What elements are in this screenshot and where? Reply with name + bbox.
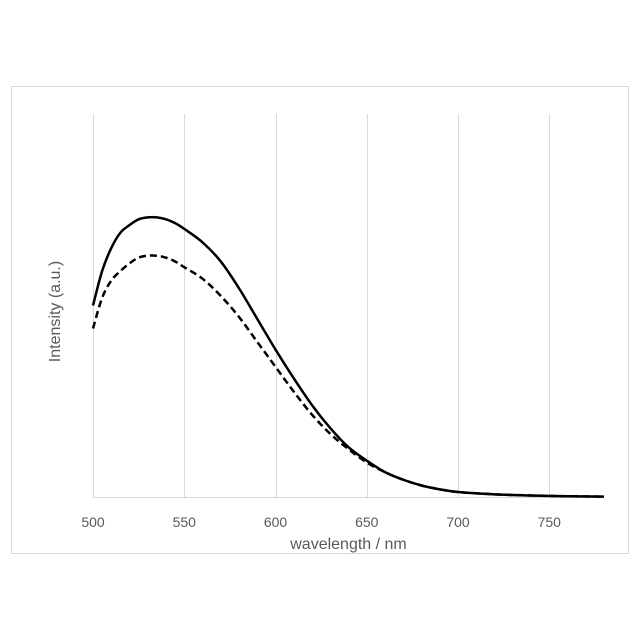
x-tick-label: 500 bbox=[81, 514, 105, 530]
series-line-dashed bbox=[93, 255, 604, 496]
y-axis-title: Intensity (a.u.) bbox=[47, 261, 64, 362]
x-tick-label: 550 bbox=[173, 514, 197, 530]
series-line-solid bbox=[93, 217, 604, 496]
x-tick-label: 650 bbox=[355, 514, 379, 530]
x-tick-label: 600 bbox=[264, 514, 288, 530]
x-tick-label: 700 bbox=[446, 514, 470, 530]
x-axis-title: wavelength / nm bbox=[289, 536, 407, 553]
x-tick-label: 750 bbox=[538, 514, 562, 530]
series-group bbox=[93, 217, 604, 496]
x-tick-labels: 500 550 600 650 700 750 bbox=[81, 514, 561, 530]
grid-lines bbox=[94, 114, 550, 497]
